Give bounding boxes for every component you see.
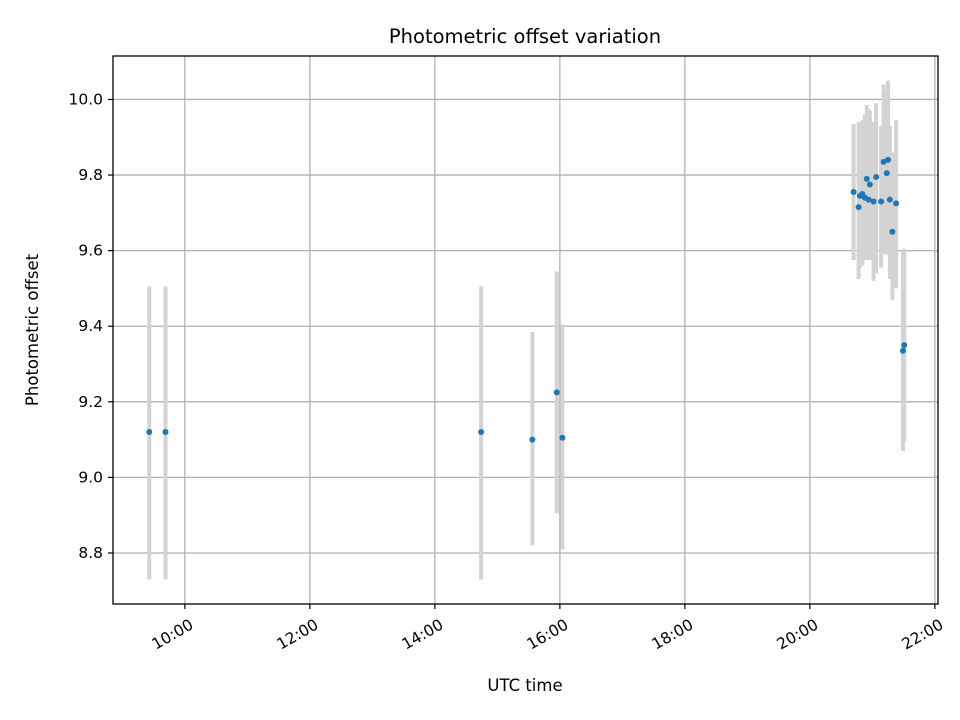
y-tick-label: 9.8 xyxy=(78,166,103,184)
data-point xyxy=(529,436,536,443)
data-point xyxy=(885,156,891,163)
data-point xyxy=(146,429,153,436)
data-point xyxy=(866,181,873,188)
data-point xyxy=(865,196,872,203)
y-tick-label: 9.2 xyxy=(78,393,103,411)
data-point xyxy=(889,228,896,235)
data-point xyxy=(553,389,560,396)
y-tick-label: 10.0 xyxy=(68,90,103,108)
grid xyxy=(113,56,938,604)
plot-frame xyxy=(112,55,939,605)
data-points xyxy=(146,156,908,443)
data-point xyxy=(873,173,880,180)
y-axis-ticks: 8.8 9.0 9.2 9.4 9.6 9.8 10.0 xyxy=(68,90,113,562)
data-point xyxy=(901,342,908,349)
data-point xyxy=(893,200,900,207)
data-point xyxy=(559,434,566,441)
y-tick-label: 9.0 xyxy=(78,468,103,486)
y-axis-label: Photometric offset xyxy=(23,253,42,406)
y-tick-label: 9.4 xyxy=(78,317,103,335)
data-point xyxy=(162,429,169,436)
x-axis-label: UTC time xyxy=(487,676,562,695)
data-point xyxy=(870,198,877,205)
data-point xyxy=(878,198,885,205)
data-point xyxy=(850,189,857,196)
data-point xyxy=(478,429,485,436)
data-point xyxy=(886,196,893,203)
data-point xyxy=(863,175,870,182)
y-tick-label: 9.6 xyxy=(78,242,103,260)
data-point xyxy=(855,204,862,211)
data-point xyxy=(883,170,890,177)
data-point xyxy=(900,347,906,354)
y-tick-label: 8.8 xyxy=(78,544,103,562)
chart-title: Photometric offset variation xyxy=(389,25,661,48)
